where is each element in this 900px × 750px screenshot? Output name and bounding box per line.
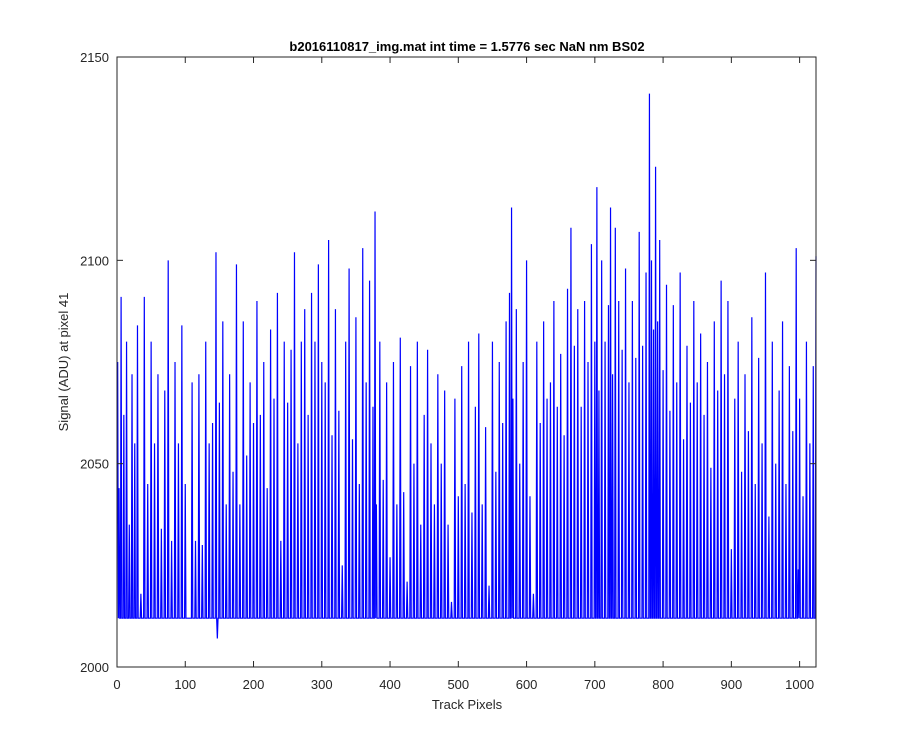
x-tick-label: 300 [311, 677, 333, 692]
x-axis-label: Track Pixels [432, 697, 503, 712]
x-tick-label: 200 [243, 677, 265, 692]
x-tick-label: 500 [447, 677, 469, 692]
axes-box [116, 56, 817, 668]
series-line [117, 93, 817, 639]
chart-title: b2016110817_img.mat int time = 1.5776 se… [289, 39, 644, 54]
y-tick-label: 2100 [80, 253, 109, 268]
y-tick-label: 2000 [80, 660, 109, 675]
x-tick-label: 700 [584, 677, 606, 692]
x-tick-label: 400 [379, 677, 401, 692]
y-tick-label: 2050 [80, 457, 109, 472]
x-tick-label: 900 [721, 677, 743, 692]
y-axis-label: Signal (ADU) at pixel 41 [56, 293, 71, 432]
y-tick-label: 2150 [80, 50, 109, 65]
x-tick-label: 800 [652, 677, 674, 692]
plot-area: 0 100 200 300 400 500 600 700 800 900 1000 2000 205… [80, 50, 817, 692]
y-axis-ticks: 2000 2050 2100 2150 [80, 50, 816, 675]
x-tick-label: 1000 [785, 677, 814, 692]
x-axis-ticks: 0 100 200 300 400 500 600 700 800 900 1000 [113, 57, 814, 692]
x-tick-label: 0 [113, 677, 120, 692]
x-tick-label: 600 [516, 677, 538, 692]
x-tick-label: 100 [174, 677, 196, 692]
